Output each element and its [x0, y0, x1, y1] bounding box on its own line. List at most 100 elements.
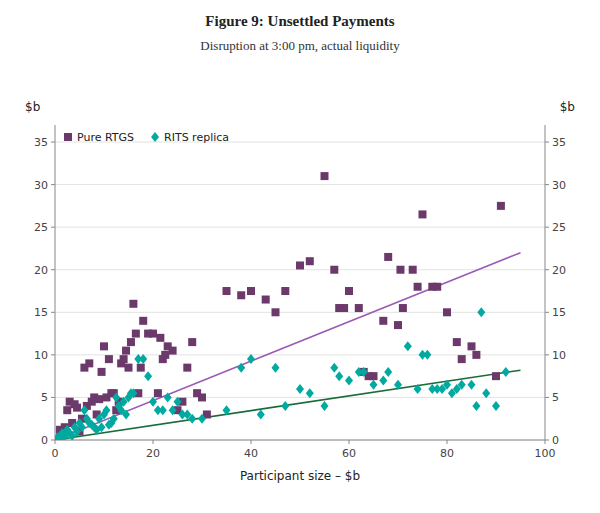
point: [414, 283, 422, 291]
y2-axis-label: $b: [560, 100, 575, 114]
y2-tick: [545, 397, 549, 398]
y2-tick: [545, 184, 549, 185]
y-tick-label: 0: [41, 434, 48, 447]
point: [237, 291, 245, 299]
y-tick: [51, 227, 55, 228]
point: [159, 405, 167, 415]
point: [169, 347, 177, 355]
point: [384, 253, 392, 261]
point: [169, 405, 177, 415]
y-tick: [51, 397, 55, 398]
legend-marker: [151, 132, 159, 142]
point: [78, 422, 86, 432]
point: [458, 380, 466, 390]
x-tick-label: 100: [535, 447, 556, 460]
y-tick: [51, 184, 55, 185]
y2-tick-label: 35: [552, 136, 566, 149]
x-axis-line: [55, 440, 545, 441]
point: [458, 355, 466, 363]
plot-area: [55, 172, 520, 440]
point: [468, 342, 476, 350]
point: [472, 351, 480, 359]
point: [144, 371, 152, 381]
y-tick-label: 30: [34, 179, 48, 192]
point: [330, 363, 338, 373]
point: [321, 172, 329, 180]
point: [198, 393, 206, 401]
point: [281, 401, 289, 411]
point: [129, 388, 137, 398]
point: [306, 388, 314, 398]
point: [257, 409, 265, 419]
point: [247, 287, 255, 295]
point: [477, 307, 485, 317]
point: [161, 351, 169, 359]
point: [404, 341, 412, 351]
point: [110, 414, 118, 424]
point: [237, 363, 245, 373]
point: [247, 354, 255, 364]
point: [433, 283, 441, 291]
point: [164, 392, 172, 402]
y2-tick: [545, 440, 549, 441]
y2-tick: [545, 142, 549, 143]
point: [122, 409, 130, 419]
point: [384, 367, 392, 377]
point: [379, 375, 387, 385]
legend-label: Pure RTGS: [77, 131, 134, 144]
grid-line: [55, 312, 545, 313]
x-tick-label: 80: [440, 447, 454, 460]
point: [345, 375, 353, 385]
y2-tick-label: 30: [552, 179, 566, 192]
point: [335, 371, 343, 381]
y-tick: [51, 269, 55, 270]
point: [355, 304, 363, 312]
point: [345, 287, 353, 295]
y-tick-label: 25: [34, 221, 48, 234]
x-tick: [349, 440, 350, 444]
point: [174, 397, 182, 407]
title: Figure 9: Unsettled Payments: [205, 13, 394, 29]
series-points: [55, 307, 510, 440]
y2-tick: [545, 354, 549, 355]
point: [453, 338, 461, 346]
point: [306, 257, 314, 265]
y-tick-label: 10: [34, 349, 48, 362]
point: [127, 338, 135, 346]
x-axis-label: Participant size – $b: [240, 469, 360, 483]
y-tick: [51, 142, 55, 143]
y2-tick-label: 15: [552, 306, 566, 319]
point: [482, 388, 490, 398]
y-axis-label: $b: [25, 100, 40, 114]
point: [330, 266, 338, 274]
point: [154, 389, 162, 397]
y2-tick-label: 10: [552, 349, 566, 362]
point: [139, 317, 147, 325]
point: [149, 397, 157, 407]
point: [198, 414, 206, 424]
point: [443, 380, 451, 390]
point: [223, 405, 231, 415]
y-tick: [51, 440, 55, 441]
point: [272, 308, 280, 316]
point: [132, 330, 140, 338]
point: [112, 392, 120, 402]
grid-line: [55, 440, 545, 441]
x-tick: [55, 440, 56, 444]
y2-tick-label: 20: [552, 264, 566, 277]
y-axis-line: [55, 125, 56, 440]
point: [443, 308, 451, 316]
point: [414, 384, 422, 394]
point: [183, 364, 191, 372]
point: [137, 364, 145, 372]
x-tick-label: 40: [244, 447, 258, 460]
point: [360, 367, 368, 377]
point: [296, 384, 304, 394]
x-tick: [447, 440, 448, 444]
point: [409, 266, 417, 274]
point: [149, 330, 157, 338]
y2-axis-line: [545, 125, 546, 440]
point: [497, 202, 505, 210]
point: [379, 317, 387, 325]
point: [396, 266, 404, 274]
